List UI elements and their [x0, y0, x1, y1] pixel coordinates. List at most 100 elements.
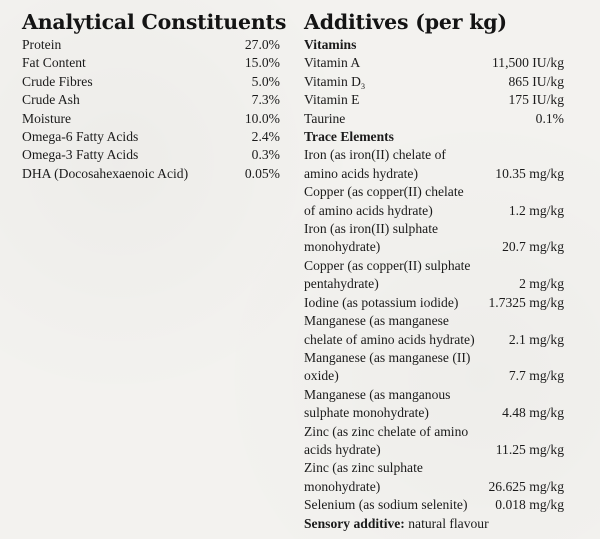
constituent-value: 10.0% [244, 110, 280, 126]
trace-element-line: Manganese (as manganous [304, 386, 564, 404]
trace-element-line: chelate of amino acids hydrate) 2.1 mg/kg [304, 331, 564, 349]
trace-element-value: 26.625 mg/kg [488, 478, 564, 494]
trace-element-label-line2: chelate of amino acids hydrate) [304, 331, 475, 347]
trace-element-label-line2: of amino acids hydrate) [304, 202, 433, 218]
trace-element-label-line1: Copper (as copper(II) chelate [304, 184, 464, 200]
trace-element-value: 2 mg/kg [519, 276, 564, 292]
vitamin-row: Vitamin D3 865 IU/kg [304, 73, 564, 91]
constituent-label: Moisture [22, 110, 72, 126]
trace-element-line: Zinc (as zinc chelate of amino [304, 423, 564, 441]
trace-element-value: 7.7 mg/kg [508, 368, 564, 384]
vitamin-row: Vitamin A 11,500 IU/kg [304, 54, 564, 72]
trace-element-label-line1: Iron (as iron(II) chelate of [304, 147, 446, 163]
vitamin-label: Vitamin D3 [304, 73, 502, 91]
trace-element-label-line2: Iodine (as potassium iodide) [304, 294, 459, 310]
trace-element-item: Manganese (as manganese (II) oxide) 7.7 mg… [304, 349, 564, 386]
trace-element-value: 10.35 mg/kg [495, 165, 564, 181]
trace-element-label-line2: acids hydrate) [304, 441, 381, 457]
trace-element-item: Manganese (as manganese chelate of amino … [304, 312, 564, 349]
trace-element-label-line2: sulphate monohydrate) [304, 405, 429, 421]
additives-heading: Additives (per kg) [304, 10, 507, 34]
trace-element-label-line1: Manganese (as manganous [304, 386, 451, 402]
vitamin-label-text: Vitamin D [304, 73, 361, 89]
constituent-row: DHA (Docosahexaenoic Acid) 0.05% [22, 165, 280, 183]
trace-element-value: 1.2 mg/kg [508, 202, 564, 218]
trace-element-item: Iron (as iron(II) chelate of amino acids … [304, 146, 564, 183]
trace-elements-subheading: Trace Elements [304, 129, 394, 145]
vitamin-row: Vitamin E 175 IU/kg [304, 91, 564, 109]
sensory-additive-label: Sensory additive: [304, 515, 405, 531]
trace-element-label-line2: pentahydrate) [304, 276, 379, 292]
trace-element-line: oxide) 7.7 mg/kg [304, 367, 564, 385]
trace-element-line: Manganese (as manganese (II) [304, 349, 564, 367]
constituent-label: Omega-3 Fatty Acids [22, 147, 139, 163]
trace-element-line: Copper (as copper(II) chelate [304, 183, 564, 201]
trace-element-item: Zinc (as zinc sulphate monohydrate) 26.625… [304, 459, 564, 496]
additives-section: Additives (per kg) Vitamins Vitamin A 11,… [304, 8, 564, 533]
vitamin-value: 865 IU/kg [508, 73, 564, 89]
vitamin-value: 11,500 IU/kg [492, 55, 564, 71]
constituent-value: 0.3% [251, 147, 280, 163]
trace-element-item: Zinc (as zinc chelate of amino acids hydr… [304, 423, 564, 460]
trace-element-item: Iodine (as potassium iodide) 1.7325 mg/kg [304, 294, 564, 312]
trace-element-label-line1: Manganese (as manganese (II) [304, 349, 471, 365]
trace-element-line: Iron (as iron(II) sulphate [304, 220, 564, 238]
sensory-additive-line: Sensory additive: natural flavour [304, 515, 564, 533]
vitamin-label: Vitamin E [304, 91, 502, 109]
vitamin-value: 175 IU/kg [508, 92, 564, 108]
trace-element-value: 20.7 mg/kg [502, 239, 564, 255]
trace-element-line: sulphate monohydrate) 4.48 mg/kg [304, 404, 564, 422]
vitamins-list: Vitamin A 11,500 IU/kg Vitamin D3 865 IU/kg… [304, 54, 564, 128]
constituent-label: Omega-6 Fatty Acids [22, 129, 139, 145]
constituent-label: Fat Content [22, 55, 86, 71]
trace-element-item: Copper (as copper(II) sulphate pentahydra… [304, 257, 564, 294]
trace-element-label-line1: Zinc (as zinc sulphate [304, 460, 423, 476]
vitamin-value: 0.1% [535, 110, 564, 126]
constituent-row: Fat Content 15.0% [22, 54, 280, 72]
vitamins-subheading: Vitamins [304, 37, 357, 52]
trace-element-line: Copper (as copper(II) sulphate [304, 257, 564, 275]
trace-element-label-line2: monohydrate) [304, 478, 381, 494]
trace-element-line: Iron (as iron(II) chelate of [304, 146, 564, 164]
constituent-value: 15.0% [244, 55, 280, 71]
trace-element-value: 0.018 mg/kg [495, 497, 564, 513]
trace-element-line: Iodine (as potassium iodide) 1.7325 mg/kg [304, 294, 564, 312]
trace-element-line: Zinc (as zinc sulphate [304, 459, 564, 477]
vitamin-label-text: Vitamin A [304, 55, 361, 71]
trace-element-line: monohydrate) 26.625 mg/kg [304, 478, 564, 496]
constituent-label: Crude Fibres [22, 73, 93, 89]
trace-element-label-line1: Manganese (as manganese [304, 313, 449, 329]
trace-element-item: Copper (as copper(II) chelate of amino ac… [304, 183, 564, 220]
trace-element-value: 4.48 mg/kg [502, 405, 564, 421]
constituent-row: Crude Ash 7.3% [22, 91, 280, 109]
trace-element-line: pentahydrate) 2 mg/kg [304, 275, 564, 293]
vitamin-label-text: Vitamin E [304, 92, 360, 108]
vitamin-label-text: Taurine [304, 110, 346, 126]
trace-element-value: 2.1 mg/kg [508, 331, 564, 347]
constituent-row: Crude Fibres 5.0% [22, 73, 280, 91]
vitamin-row: Taurine 0.1% [304, 110, 564, 128]
trace-element-line: Manganese (as manganese [304, 312, 564, 330]
constituent-row: Omega-6 Fatty Acids 2.4% [22, 128, 280, 146]
sensory-additive-value: natural flavour [408, 515, 489, 531]
constituent-label: Protein [22, 37, 62, 52]
trace-element-line: monohydrate) 20.7 mg/kg [304, 238, 564, 256]
constituent-value: 27.0% [244, 37, 280, 52]
constituent-value: 7.3% [251, 92, 280, 108]
analytical-constituents-heading: Analytical Constituents [22, 10, 287, 34]
trace-element-item: Selenium (as sodium selenite) 0.018 mg/kg [304, 496, 564, 514]
trace-element-label-line1: Iron (as iron(II) sulphate [304, 221, 438, 237]
constituent-row: Protein 27.0% [22, 36, 280, 54]
trace-element-label-line2: oxide) [304, 368, 339, 384]
vitamin-label: Taurine [304, 110, 530, 128]
constituent-label: DHA (Docosahexaenoic Acid) [22, 165, 189, 181]
constituent-value: 0.05% [244, 165, 280, 181]
trace-element-value: 1.7325 mg/kg [488, 294, 564, 310]
trace-element-item: Iron (as iron(II) sulphate monohydrate) 20… [304, 220, 564, 257]
trace-element-label-line2: monohydrate) [304, 239, 381, 255]
analytical-constituents-section: Analytical Constituents Protein 27.0% Fat … [22, 8, 287, 183]
trace-element-line: of amino acids hydrate) 1.2 mg/kg [304, 202, 564, 220]
trace-element-label-line1: Copper (as copper(II) sulphate [304, 257, 471, 273]
trace-element-label-line1: Zinc (as zinc chelate of amino [304, 423, 469, 439]
vitamin-subscript: 3 [360, 81, 365, 91]
